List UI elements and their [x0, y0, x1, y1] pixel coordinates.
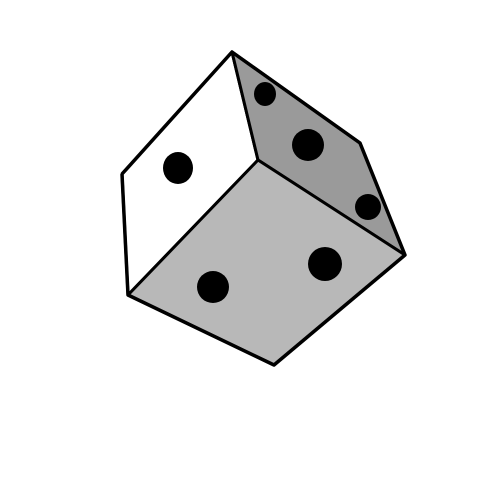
- pip: [254, 82, 276, 106]
- pip: [197, 271, 229, 303]
- die-outline: [120, 50, 407, 367]
- pip: [355, 194, 381, 220]
- pip: [292, 129, 324, 161]
- pip: [163, 152, 193, 184]
- pip: [308, 247, 342, 281]
